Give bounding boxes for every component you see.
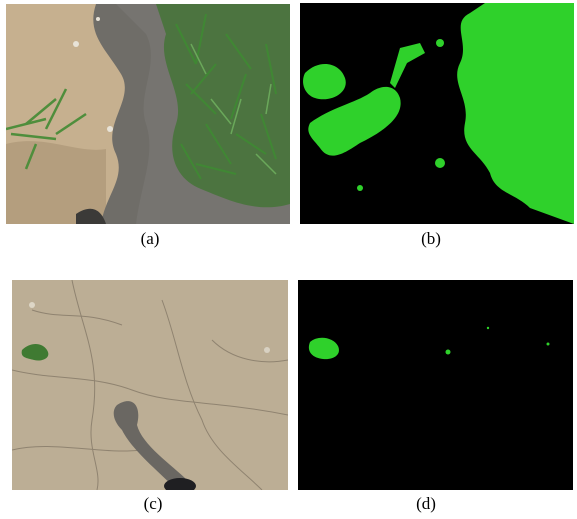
grass-soil-photo (6, 4, 290, 224)
caption-d: (d) (416, 494, 436, 513)
caption-b: (b) (421, 229, 441, 248)
caption-a: (a) (140, 229, 160, 248)
segmentation-mask-d (298, 280, 573, 490)
segmentation-mask-b (300, 3, 574, 224)
caption-c: (c) (143, 494, 163, 513)
mask-panel-d (298, 280, 573, 490)
dry-soil-photo (12, 280, 288, 490)
mask-panel-b (300, 3, 574, 224)
photo-panel-a (6, 4, 290, 224)
photo-panel-c (12, 280, 288, 490)
